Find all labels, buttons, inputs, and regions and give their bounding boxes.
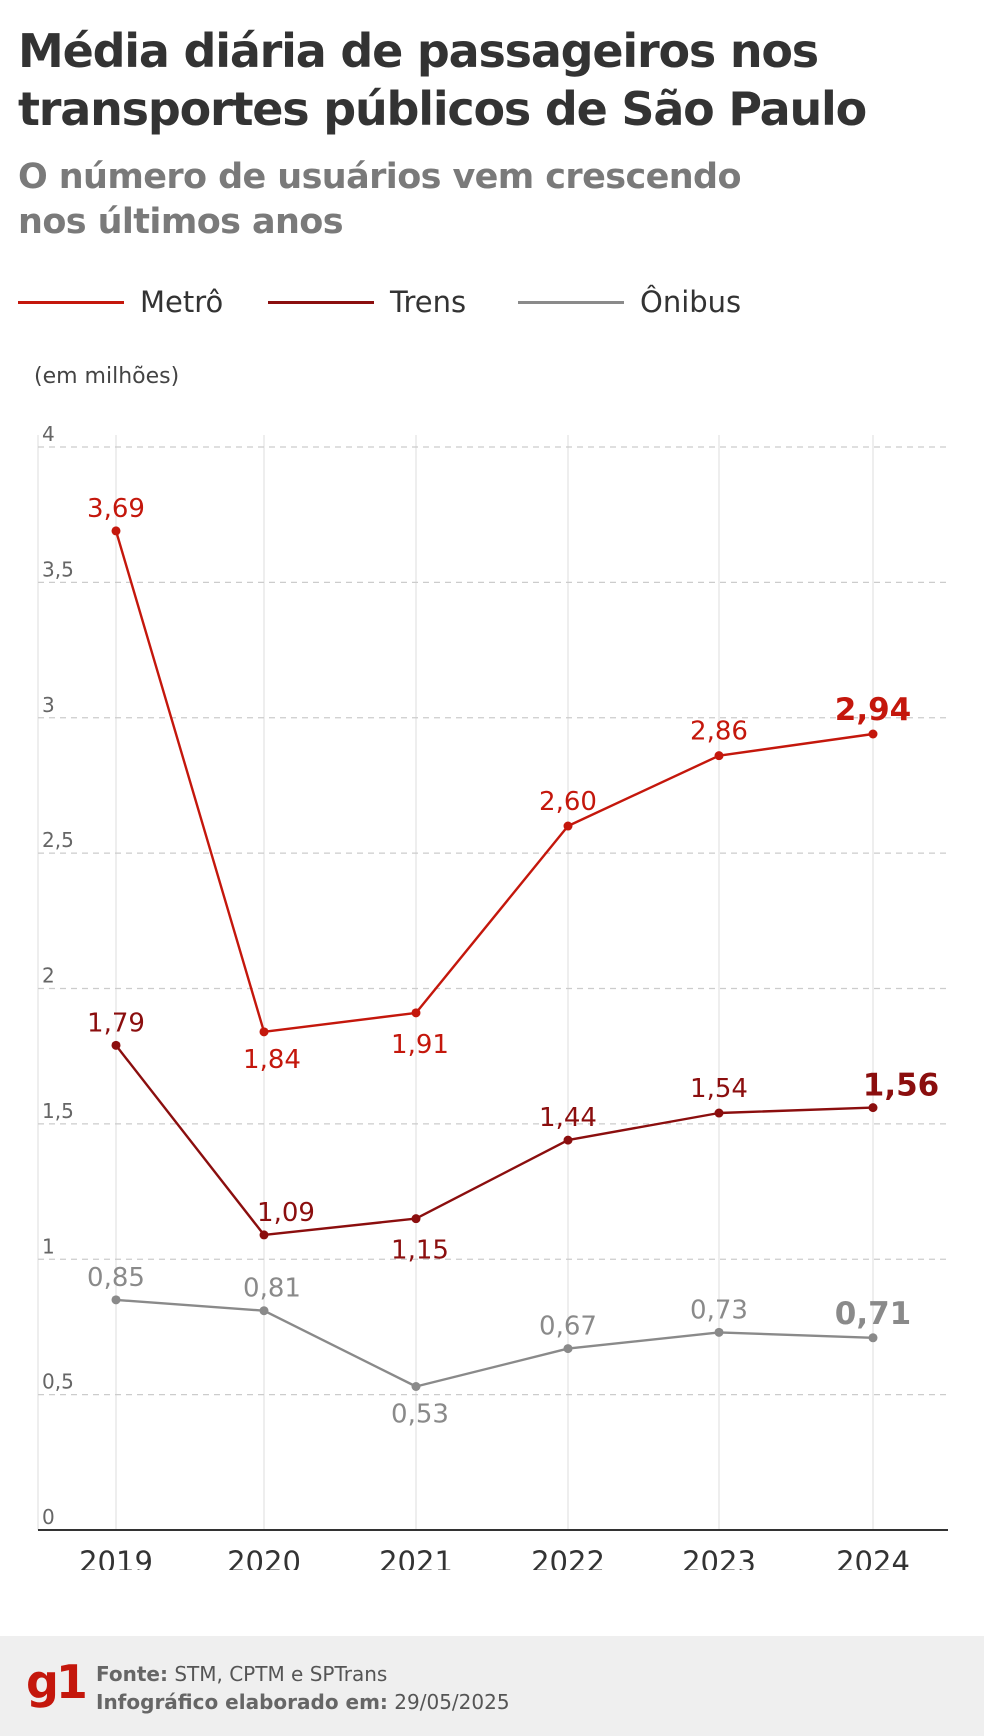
y-tick-label: 0,5 (42, 1370, 74, 1394)
data-point-onibus-2024 (868, 1333, 878, 1343)
data-point-onibus-2022 (563, 1344, 573, 1354)
g1-logo: g1 (26, 1655, 88, 1709)
data-point-trens-2023 (714, 1108, 724, 1118)
data-label-trens-2022: 1,44 (539, 1103, 597, 1133)
data-label-metro-2020: 1,84 (243, 1045, 301, 1075)
data-point-metro-2021 (411, 1008, 421, 1018)
data-point-trens-2021 (411, 1214, 421, 1224)
y-tick-label: 3,5 (42, 557, 74, 581)
data-label-onibus-2019: 0,85 (87, 1263, 145, 1293)
date-value: 29/05/2025 (394, 1690, 510, 1714)
legend-swatch-onibus (518, 301, 624, 304)
x-tick-label-2019: 2019 (79, 1545, 153, 1570)
data-label-onibus-2021: 0,53 (391, 1400, 449, 1430)
legend-label-onibus: Ônibus (640, 285, 742, 319)
x-tick-label-2021: 2021 (379, 1545, 453, 1570)
y-tick-label: 2,5 (42, 828, 74, 852)
unit-label: (em milhões) (34, 364, 179, 389)
x-tick-label-2023: 2023 (682, 1545, 756, 1570)
data-point-trens-2024 (868, 1103, 878, 1113)
series-line-metro (114, 530, 874, 1033)
data-point-onibus-2020 (259, 1306, 269, 1316)
legend-label-trens: Trens (390, 285, 467, 319)
x-tick-label-2020: 2020 (227, 1545, 301, 1570)
series-line-trens (115, 1044, 874, 1237)
data-label-trens-2024: 1,56 (863, 1068, 940, 1104)
data-label-trens-2023: 1,54 (690, 1074, 748, 1104)
title-line-2: transportes públicos de São Paulo (18, 82, 867, 136)
x-tick-label-2024: 2024 (836, 1545, 910, 1570)
data-label-metro-2023: 2,86 (690, 717, 748, 747)
legend-label-metro: Metrô (140, 285, 224, 319)
data-label-onibus-2020: 0,81 (243, 1274, 301, 1304)
data-label-trens-2021: 1,15 (391, 1236, 449, 1266)
data-point-trens-2019 (111, 1040, 121, 1050)
data-point-metro-2024 (868, 729, 878, 739)
y-tick-label: 4 (42, 422, 55, 446)
data-label-trens-2020: 1,09 (257, 1198, 315, 1228)
subtitle-line-1: O número de usuários vem crescendo (18, 157, 742, 197)
date-label: Infográfico elaborado em: (96, 1690, 388, 1714)
y-tick-label: 0 (42, 1505, 55, 1529)
data-label-onibus-2024: 0,71 (835, 1296, 912, 1332)
chart-subtitle: O número de usuários vem crescendo nos ú… (18, 155, 958, 245)
grid-layer (37, 435, 948, 1531)
footer: g1 Fonte: STM, CPTM e SPTrans Infográfic… (0, 1636, 984, 1736)
chart-title: Média diária de passageiros nos transpor… (18, 22, 978, 138)
data-point-trens-2022 (563, 1135, 573, 1145)
x-tick-label-2022: 2022 (531, 1545, 605, 1570)
chart-legend: Metrô Trens Ônibus (0, 282, 984, 322)
y-tick-label: 3 (42, 693, 55, 717)
label-layer: (em milhões) 0 0,5 1 1,5 2 2,5 3 3,5 4 2019 2020 202… (34, 364, 939, 1570)
legend-swatch-metro (18, 301, 124, 304)
y-tick-label: 2 (42, 964, 55, 988)
data-label-onibus-2023: 0,73 (690, 1295, 748, 1325)
data-point-onibus-2023 (714, 1327, 724, 1337)
data-point-trens-2020 (259, 1230, 269, 1240)
y-tick-label: 1 (42, 1234, 55, 1258)
source-line: Fonte: STM, CPTM e SPTrans (96, 1662, 387, 1686)
data-point-metro-2023 (714, 751, 724, 761)
data-point-onibus-2021 (411, 1382, 421, 1392)
data-label-onibus-2022: 0,67 (539, 1312, 597, 1342)
data-label-metro-2019: 3,69 (87, 494, 145, 524)
data-point-onibus-2019 (111, 1295, 121, 1305)
legend-swatch-trens (268, 301, 374, 304)
title-line-1: Média diária de passageiros nos (18, 24, 819, 78)
series-line-onibus (115, 1298, 874, 1388)
data-point-metro-2022 (563, 821, 573, 831)
source-value: STM, CPTM e SPTrans (174, 1662, 388, 1686)
source-label: Fonte: (96, 1662, 168, 1686)
subtitle-line-2: nos últimos anos (18, 202, 344, 242)
data-point-metro-2020 (259, 1027, 269, 1037)
data-label-metro-2024: 2,94 (835, 692, 912, 728)
y-tick-label: 1,5 (42, 1099, 74, 1123)
series-layer (111, 526, 878, 1392)
line-chart: (em milhões) 0 0,5 1 1,5 2 2,5 3 3,5 4 2019 2020 202… (34, 364, 948, 1570)
data-label-metro-2021: 1,91 (391, 1030, 449, 1060)
date-line: Infográfico elaborado em: 29/05/2025 (96, 1690, 510, 1714)
data-label-trens-2019: 1,79 (87, 1008, 145, 1038)
data-label-metro-2022: 2,60 (539, 787, 597, 817)
data-point-metro-2019 (111, 526, 121, 536)
